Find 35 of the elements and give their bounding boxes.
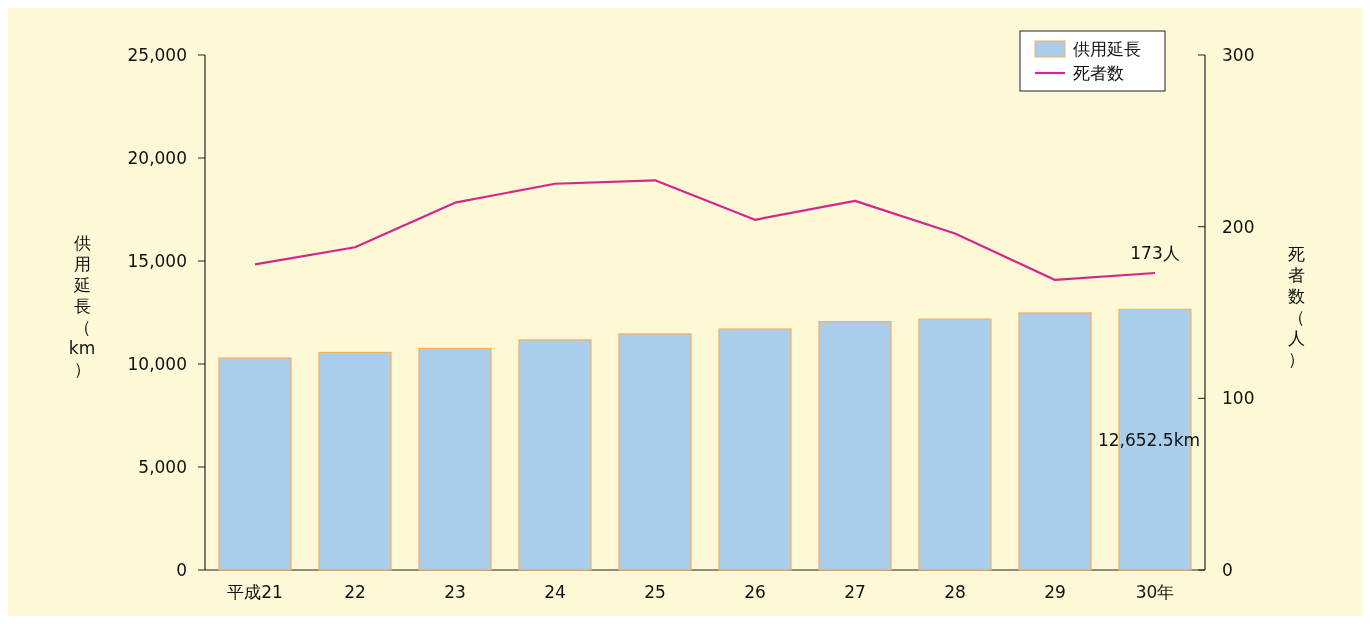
y-tick-label: 10,000 [127,354,187,374]
y-tick-label: 15,000 [127,251,187,271]
y2-tick-label: 0 [1222,560,1233,580]
y-tick-label: 20,000 [127,148,187,168]
data-label: 12,652.5km [1097,429,1201,450]
y2-tick-label: 300 [1222,45,1255,65]
y2-tick-label: 100 [1222,388,1255,409]
y-tick-label: 25,000 [127,45,187,65]
bar [218,357,292,571]
bar [518,339,592,571]
bar [318,351,392,571]
x-tick-label: 平成21 [227,582,283,602]
y2-tick-label: 200 [1222,216,1255,237]
x-tick-label: 24 [544,582,566,602]
bar [1018,312,1092,571]
y-axis-title: 供用延長（km） [68,233,96,379]
bar [718,328,792,571]
x-tick-label: 25 [644,582,666,602]
x-tick-label: 30年 [1135,582,1175,602]
bar [918,318,992,571]
x-tick-label: 23 [444,582,466,602]
y-tick-label: 5,000 [138,457,187,477]
x-tick-label: 29 [1044,582,1066,602]
x-tick-label: 27 [844,582,866,602]
bar [818,320,892,571]
data-label: 173人 [1130,243,1180,264]
bar [618,333,692,571]
y-tick-label: 0 [176,560,187,580]
legend-label: 死者数 [1073,63,1124,83]
bar [418,347,492,571]
y2-axis-title: 死者数（人） [1287,243,1305,369]
x-tick-label: 22 [344,582,366,602]
legend-label: 供用延長 [1073,39,1141,59]
x-tick-label: 28 [944,582,966,602]
x-tick-label: 26 [744,582,766,602]
